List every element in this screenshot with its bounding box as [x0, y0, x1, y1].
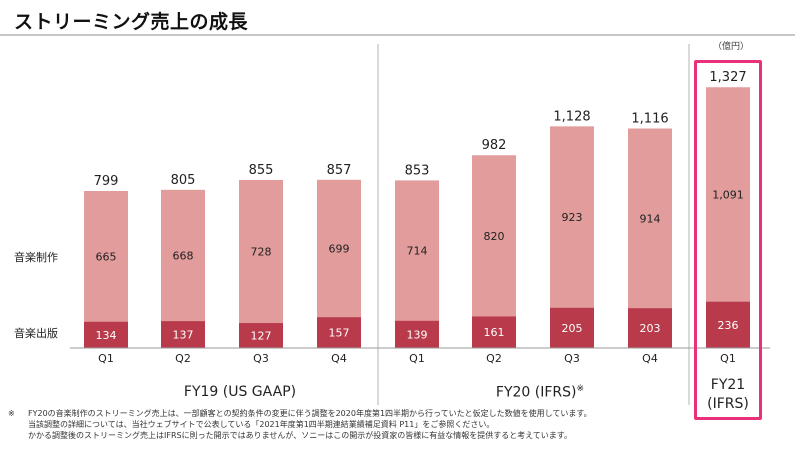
label-publishing: 134 — [96, 329, 117, 342]
label-total: 853 — [405, 163, 430, 178]
group-label-fy21: FY21 (IFRS) — [697, 376, 759, 414]
bar-production — [706, 87, 750, 302]
category-label: Q2 — [175, 352, 191, 365]
label-total: 1,327 — [709, 70, 746, 85]
bar-production — [239, 179, 283, 324]
group-label-fy20-note: ※ — [576, 384, 585, 394]
bar-production — [550, 126, 594, 308]
label-total: 805 — [171, 173, 196, 188]
category-label: Q3 — [564, 352, 580, 365]
label-publishing: 203 — [640, 322, 661, 335]
category-label: Q1 — [98, 352, 114, 365]
group-label-fy20-text: FY20 (IFRS) — [495, 384, 577, 401]
label-production: 728 — [251, 246, 272, 259]
category-label: Q3 — [253, 352, 269, 365]
bar-publishing — [628, 308, 672, 348]
title-bar: ストリーミング売上の成長 — [0, 0, 800, 40]
label-publishing: 137 — [173, 329, 194, 342]
group-label-fy21-line2: (IFRS) — [707, 396, 749, 412]
bar-production — [317, 179, 361, 318]
label-publishing: 236 — [718, 319, 739, 332]
footnote-line-3: かかる調整後のストリーミング売上はIFRSに則った開示ではありませんが、ソニーは… — [28, 431, 572, 440]
bar-publishing — [84, 321, 128, 348]
label-total: 982 — [482, 138, 507, 153]
bar-publishing — [239, 323, 283, 348]
category-label: Q4 — [331, 352, 347, 365]
footnote-line-1: FY20の音楽制作のストリーミング売上は、一部顧客との契約条件の変更に伴う調整を… — [28, 409, 592, 418]
category-label: Q4 — [642, 352, 658, 365]
label-publishing: 127 — [251, 330, 272, 343]
footnote-line-2: 当該調整の詳細については、当社ウェブサイトで公表している「2021年度第1四半期… — [28, 420, 495, 429]
category-label: Q1 — [409, 352, 425, 365]
bar-publishing — [550, 307, 594, 348]
bar-publishing — [472, 316, 516, 348]
label-production: 699 — [329, 242, 350, 255]
label-total: 855 — [249, 163, 274, 178]
category-label: Q2 — [486, 352, 502, 365]
label-production: 914 — [640, 212, 661, 225]
label-production: 665 — [96, 250, 117, 263]
bar-publishing — [317, 317, 361, 348]
fy21-highlight-frame — [694, 60, 762, 420]
group-label-fy20: FY20 (IFRS)※ — [440, 384, 640, 401]
group-label-fy19-text: FY19 (US GAAP) — [183, 384, 297, 400]
title-divider — [0, 34, 795, 36]
footnote-mark: ※ — [8, 409, 15, 418]
bar-publishing — [161, 321, 205, 348]
label-production: 668 — [173, 249, 194, 262]
label-total: 857 — [327, 163, 352, 178]
label-total: 799 — [94, 174, 119, 189]
label-publishing: 157 — [329, 327, 350, 340]
category-label: Q1 — [720, 352, 736, 365]
label-production: 820 — [484, 230, 505, 243]
label-production: 714 — [407, 245, 428, 258]
label-publishing: 205 — [562, 322, 583, 335]
bar-publishing — [706, 301, 750, 348]
label-total: 1,116 — [631, 112, 668, 127]
label-publishing: 161 — [484, 326, 505, 339]
footnotes: ※ FY20の音楽制作のストリーミング売上は、一部顧客との契約条件の変更に伴う調… — [8, 408, 698, 441]
group-label-fy21-line1: FY21 — [710, 377, 746, 393]
unit-label: （億円） — [712, 42, 749, 52]
legend-publishing: 音楽出版 — [14, 326, 58, 340]
bar-production — [628, 128, 672, 309]
label-publishing: 139 — [407, 328, 428, 341]
bar-production — [84, 190, 128, 322]
bar-publishing — [395, 320, 439, 348]
group-label-fy19: FY19 (US GAAP) — [140, 384, 340, 400]
label-production: 1,091 — [712, 188, 744, 201]
page-title: ストリーミング売上の成長 — [14, 11, 249, 33]
bar-production — [472, 155, 516, 317]
label-production: 923 — [562, 211, 583, 224]
legend-production: 音楽制作 — [14, 250, 58, 264]
bar-production — [395, 180, 439, 321]
label-total: 1,128 — [553, 109, 590, 124]
bar-production — [161, 189, 205, 322]
